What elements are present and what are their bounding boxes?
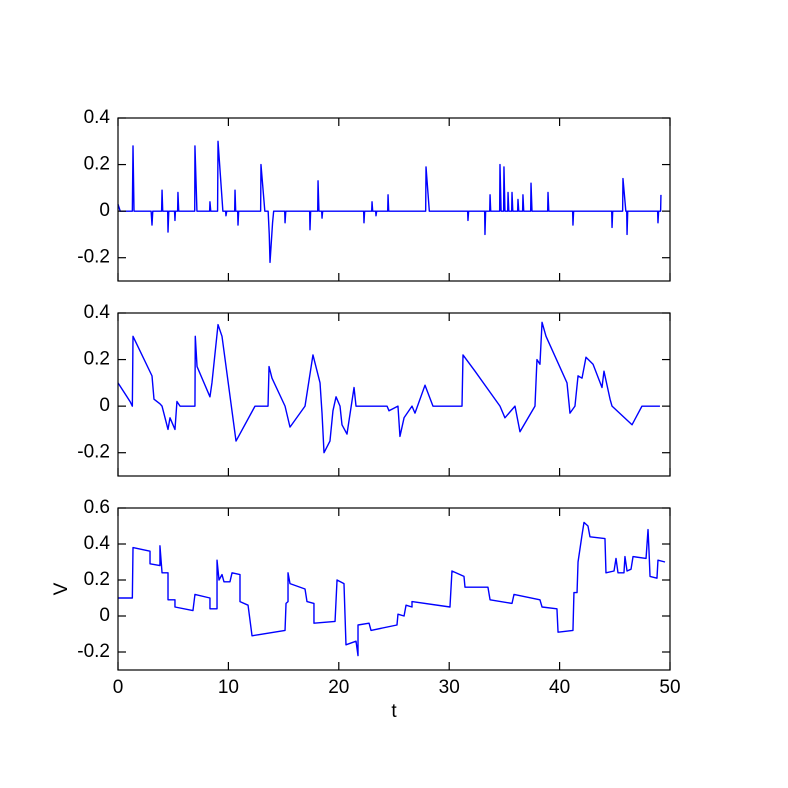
x-axis-label: t [391, 701, 397, 722]
x-tick-label: 40 [549, 677, 570, 698]
data-line [118, 521, 666, 657]
y-tick-label: 0 [99, 200, 110, 221]
y-tick-label: 0.4 [84, 107, 111, 128]
x-tick-label: 0 [113, 677, 124, 698]
y-tick-label: 0.2 [84, 349, 110, 370]
x-tick-label: 10 [218, 677, 239, 698]
y-tick-label: 0.2 [84, 569, 110, 590]
plot-frame [117, 507, 671, 671]
y-tick-label: 0.2 [84, 154, 110, 175]
y-tick-label: -0.2 [77, 442, 110, 463]
x-tick-label: 20 [328, 677, 349, 698]
y-tick-label: 0 [99, 605, 110, 626]
data-line [117, 140, 662, 264]
plot-frame [117, 117, 671, 282]
plot-frame [117, 312, 671, 477]
y-tick-label: 0.4 [84, 533, 111, 554]
y-axis-label: V [51, 582, 72, 595]
x-tick-label: 30 [439, 677, 460, 698]
y-tick-label: -0.2 [77, 247, 110, 268]
y-tick-label: -0.2 [77, 641, 110, 662]
y-tick-label: 0.4 [84, 302, 111, 323]
y-tick-label: 0 [99, 395, 110, 416]
x-tick-label: 50 [659, 677, 680, 698]
y-tick-label: 0.6 [84, 497, 110, 518]
data-line [117, 321, 660, 454]
